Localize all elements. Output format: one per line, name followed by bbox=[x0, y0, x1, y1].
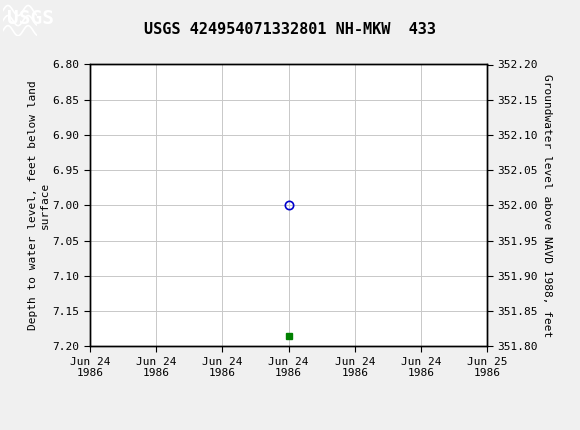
Y-axis label: Depth to water level, feet below land
surface: Depth to water level, feet below land su… bbox=[28, 80, 50, 330]
Text: USGS 424954071332801 NH-MKW  433: USGS 424954071332801 NH-MKW 433 bbox=[144, 22, 436, 37]
Y-axis label: Groundwater level above NAVD 1988, feet: Groundwater level above NAVD 1988, feet bbox=[542, 74, 552, 337]
Text: USGS: USGS bbox=[7, 9, 54, 28]
